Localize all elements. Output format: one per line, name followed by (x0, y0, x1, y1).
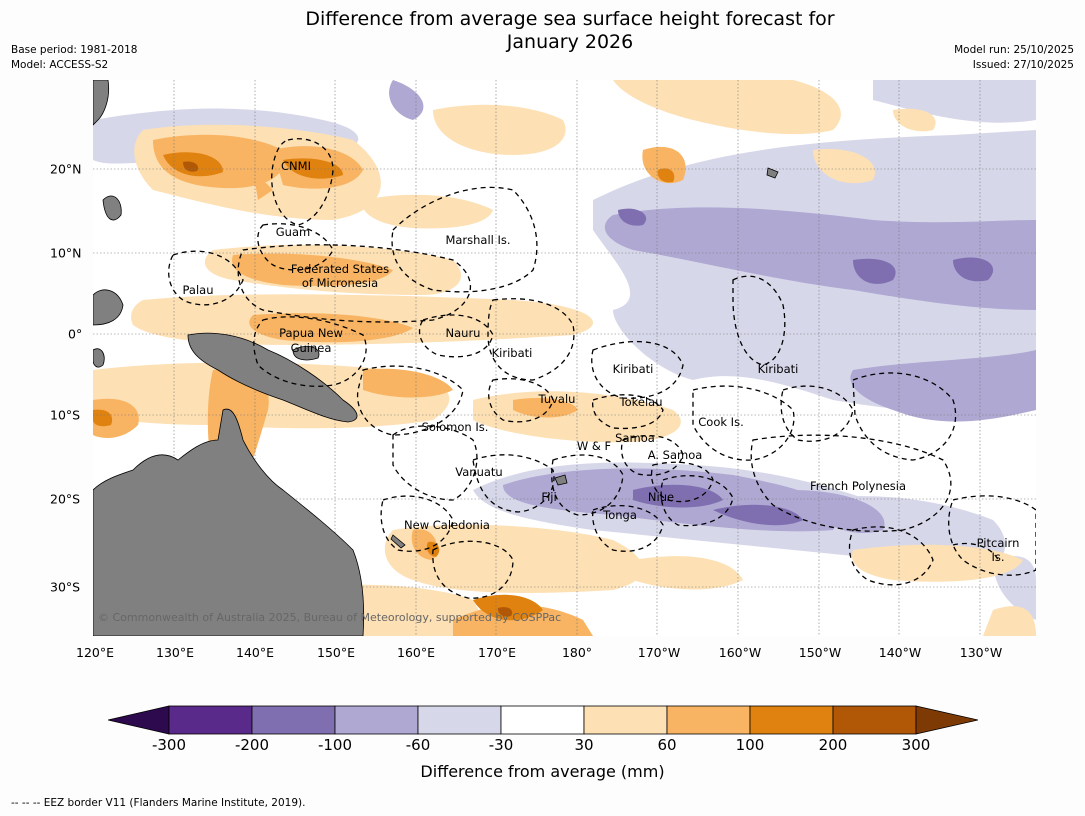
label-samoa: Samoa (615, 431, 655, 445)
label-wallis-futuna: W & F (577, 439, 611, 453)
label-nauru: Nauru (446, 326, 481, 340)
new-britain-landmass (292, 345, 320, 361)
lon-label: 150°E (316, 645, 356, 660)
new-guinea-landmass (187, 332, 358, 423)
label-kiribati-east: Kiribati (758, 362, 799, 376)
philippines-landmass (93, 80, 110, 126)
label-cnmi: CNMI (281, 159, 311, 173)
eez-footnote: -- -- -- EEZ border V11 (Flanders Marine… (11, 797, 306, 809)
label-fsm-line1: Federated States (291, 262, 389, 276)
label-vanuatu: Vanuatu (455, 465, 502, 479)
lon-label: 120°E (75, 645, 115, 660)
map-svg: CNMI Guam Marshall Is. Federated States … (93, 80, 1036, 636)
label-kiribati-central: Kiribati (613, 362, 654, 376)
model-run-info: Model run: 25/10/2025 Issued: 27/10/2025 (954, 43, 1074, 73)
lat-label: 20°S (50, 491, 81, 507)
new-caledonia-landmass (390, 534, 406, 549)
colorbar-label: Difference from average (mm) (420, 762, 665, 781)
hawaii-landmass (766, 167, 779, 179)
chart-title: Difference from average sea surface heig… (0, 8, 1085, 54)
lon-label: 140°E (235, 645, 275, 660)
label-solomon-is: Solomon Is. (422, 420, 489, 434)
label-png-line2: Guinea (291, 341, 332, 355)
lon-label: 130°E (155, 645, 195, 660)
colorbar-cell (168, 705, 253, 735)
model-run: Model run: 25/10/2025 (954, 44, 1074, 56)
colorbar-cell (832, 705, 917, 735)
issued-date: Issued: 27/10/2025 (972, 59, 1074, 71)
label-png-line1: Papua New (279, 326, 343, 340)
label-pitcairn-line1: Pitcairn (977, 536, 1020, 550)
lat-label: 20°N (50, 161, 82, 177)
copyright-notice: © Commonwealth of Australia 2025, Bureau… (98, 611, 561, 624)
colorbar-tick: -30 (488, 736, 514, 754)
lon-label: 150°W (798, 645, 842, 660)
colorbar (108, 705, 978, 735)
sulawesi-landmass (93, 348, 105, 368)
label-guam: Guam (276, 225, 310, 239)
colorbar-cell (583, 705, 668, 735)
label-french-polynesia: French Polynesia (810, 479, 906, 493)
lon-label: 170°W (637, 645, 681, 660)
colorbar-cell (749, 705, 834, 735)
place-labels: CNMI Guam Marshall Is. Federated States … (183, 159, 1020, 564)
lat-label: 30°S (50, 579, 81, 595)
colorbar-tick: 200 (818, 736, 848, 754)
title-line-2: January 2026 (506, 31, 634, 53)
base-period: Base period: 1981-2018 (11, 44, 138, 56)
colorbar-cell (251, 705, 336, 735)
label-tuvalu: Tuvalu (538, 392, 576, 406)
label-fsm-line2: of Micronesia (302, 276, 378, 290)
colorbar-min-extend (108, 705, 170, 735)
colorbar-cell (666, 705, 751, 735)
colorbar-tick: 100 (735, 736, 765, 754)
colorbar-cell (417, 705, 502, 735)
lon-label: 140°W (878, 645, 922, 660)
eez-borders (168, 138, 1036, 599)
colorbar-tick: -100 (317, 736, 353, 754)
label-new-caledonia: New Caledonia (404, 518, 490, 532)
label-tonga: Tonga (602, 508, 637, 522)
colorbar-cell (334, 705, 419, 735)
lon-label: 180° (561, 645, 593, 660)
colorbar-tick: -300 (151, 736, 187, 754)
colorbar-tick: 300 (901, 736, 931, 754)
label-american-samoa: A. Samoa (648, 448, 703, 462)
colorbar-cell (500, 705, 585, 735)
label-pitcairn-line2: Is. (991, 550, 1004, 564)
lon-label: 130°W (959, 645, 1003, 660)
lon-label: 170°E (477, 645, 517, 660)
title-line-1: Difference from average sea surface heig… (305, 8, 835, 30)
forecast-map: CNMI Guam Marshall Is. Federated States … (93, 80, 1036, 636)
model-name: Model: ACCESS-S2 (11, 59, 109, 71)
borneo-landmass (93, 289, 124, 326)
colorbar-tick: 60 (657, 736, 677, 754)
colorbar-tick: -60 (405, 736, 431, 754)
base-period-info: Base period: 1981-2018 Model: ACCESS-S2 (11, 43, 137, 73)
lon-label: 160°W (718, 645, 762, 660)
colorbar-tick: -200 (234, 736, 270, 754)
fiji-landmass (554, 474, 568, 486)
label-palau: Palau (183, 283, 214, 297)
label-fiji: Fiji (541, 490, 556, 504)
colorbar-max-extend (915, 705, 978, 735)
lat-label: 10°S (50, 407, 81, 423)
label-kiribati-west: Kiribati (492, 346, 533, 360)
lat-label: 0° (68, 326, 83, 342)
lon-label: 160°E (396, 645, 436, 660)
gridlines (93, 80, 1036, 636)
label-niue: Niue (648, 490, 674, 504)
lat-label: 10°N (50, 245, 82, 261)
australia-landmass (93, 408, 365, 636)
landmasses (93, 80, 779, 636)
label-marshall-is: Marshall Is. (445, 233, 510, 247)
colorbar-tick: 30 (574, 736, 594, 754)
label-tokelau: Tokelau (619, 395, 663, 409)
label-cook-is: Cook Is. (698, 415, 743, 429)
mindanao-landmass (102, 195, 122, 221)
